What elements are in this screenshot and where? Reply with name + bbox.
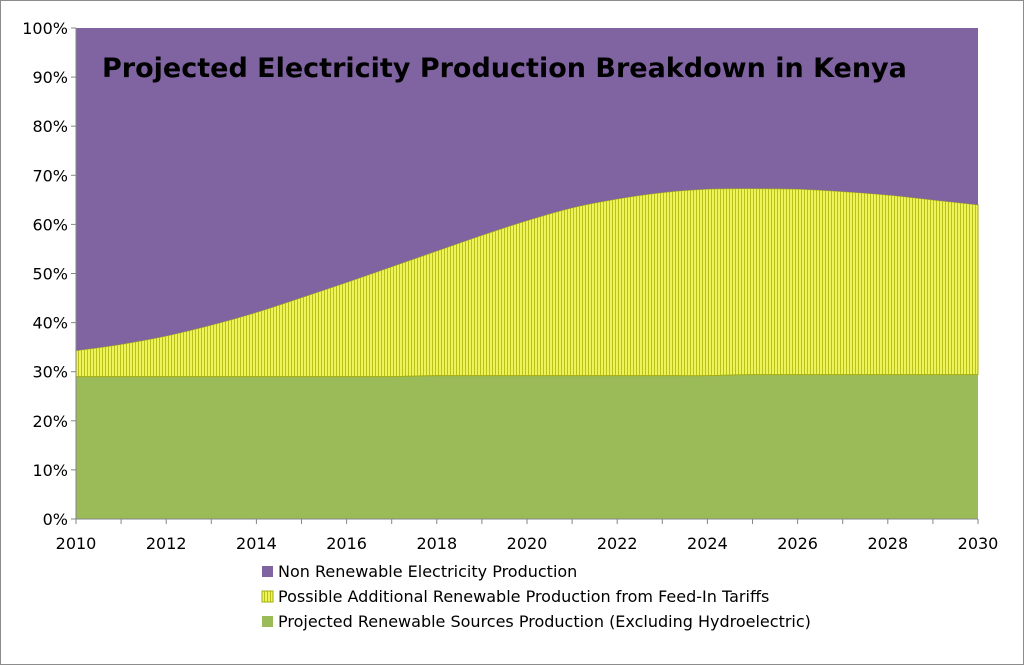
x-tick-label: 2030 [958, 534, 999, 553]
y-tick-label: 20% [32, 412, 68, 431]
legend-non-renewable: Non Renewable Electricity Production [262, 562, 577, 581]
x-tick-label: 2016 [326, 534, 367, 553]
area-renewable-sources [76, 374, 978, 519]
y-tick-label: 10% [32, 461, 68, 480]
y-tick-label: 70% [32, 166, 68, 185]
x-tick-label: 2012 [146, 534, 187, 553]
legend-swatch [261, 590, 274, 603]
x-tick-label: 2018 [416, 534, 457, 553]
x-tick-label: 2026 [777, 534, 818, 553]
x-tick-label: 2024 [687, 534, 728, 553]
area-non-renewable [76, 28, 978, 351]
legend-swatch [262, 566, 273, 577]
y-tick-label: 50% [32, 265, 68, 284]
y-tick-label: 100% [22, 19, 68, 38]
chart-title: Projected Electricity Production Breakdo… [102, 53, 907, 84]
x-tick-label: 2010 [56, 534, 97, 553]
y-tick-label: 40% [32, 314, 68, 333]
legend: Non Renewable Electricity Production Poss… [261, 562, 811, 631]
legend-label: Possible Additional Renewable Production… [278, 587, 769, 606]
legend-label: Projected Renewable Sources Production (… [278, 612, 811, 631]
y-tick-label: 60% [32, 215, 68, 234]
legend-renewable-sources: Projected Renewable Sources Production (… [262, 612, 811, 631]
legend-feed-in-tariffs: Possible Additional Renewable Production… [261, 587, 769, 606]
x-tick-label: 2014 [236, 534, 277, 553]
legend-label: Non Renewable Electricity Production [278, 562, 577, 581]
y-tick-label: 0% [43, 510, 68, 529]
y-tick-label: 80% [32, 117, 68, 136]
axes-layer: 0% 10% 20% 30% 40% 50% 60% 70% 80% 90% 100% 2010 201… [22, 19, 998, 553]
y-tick-label: 30% [32, 363, 68, 382]
y-tick-label: 90% [32, 68, 68, 87]
legend-swatch [262, 616, 273, 627]
x-tick-label: 2028 [867, 534, 908, 553]
areas-layer [75, 28, 979, 519]
x-tick-label: 2022 [597, 534, 638, 553]
x-tick-label: 2020 [507, 534, 548, 553]
